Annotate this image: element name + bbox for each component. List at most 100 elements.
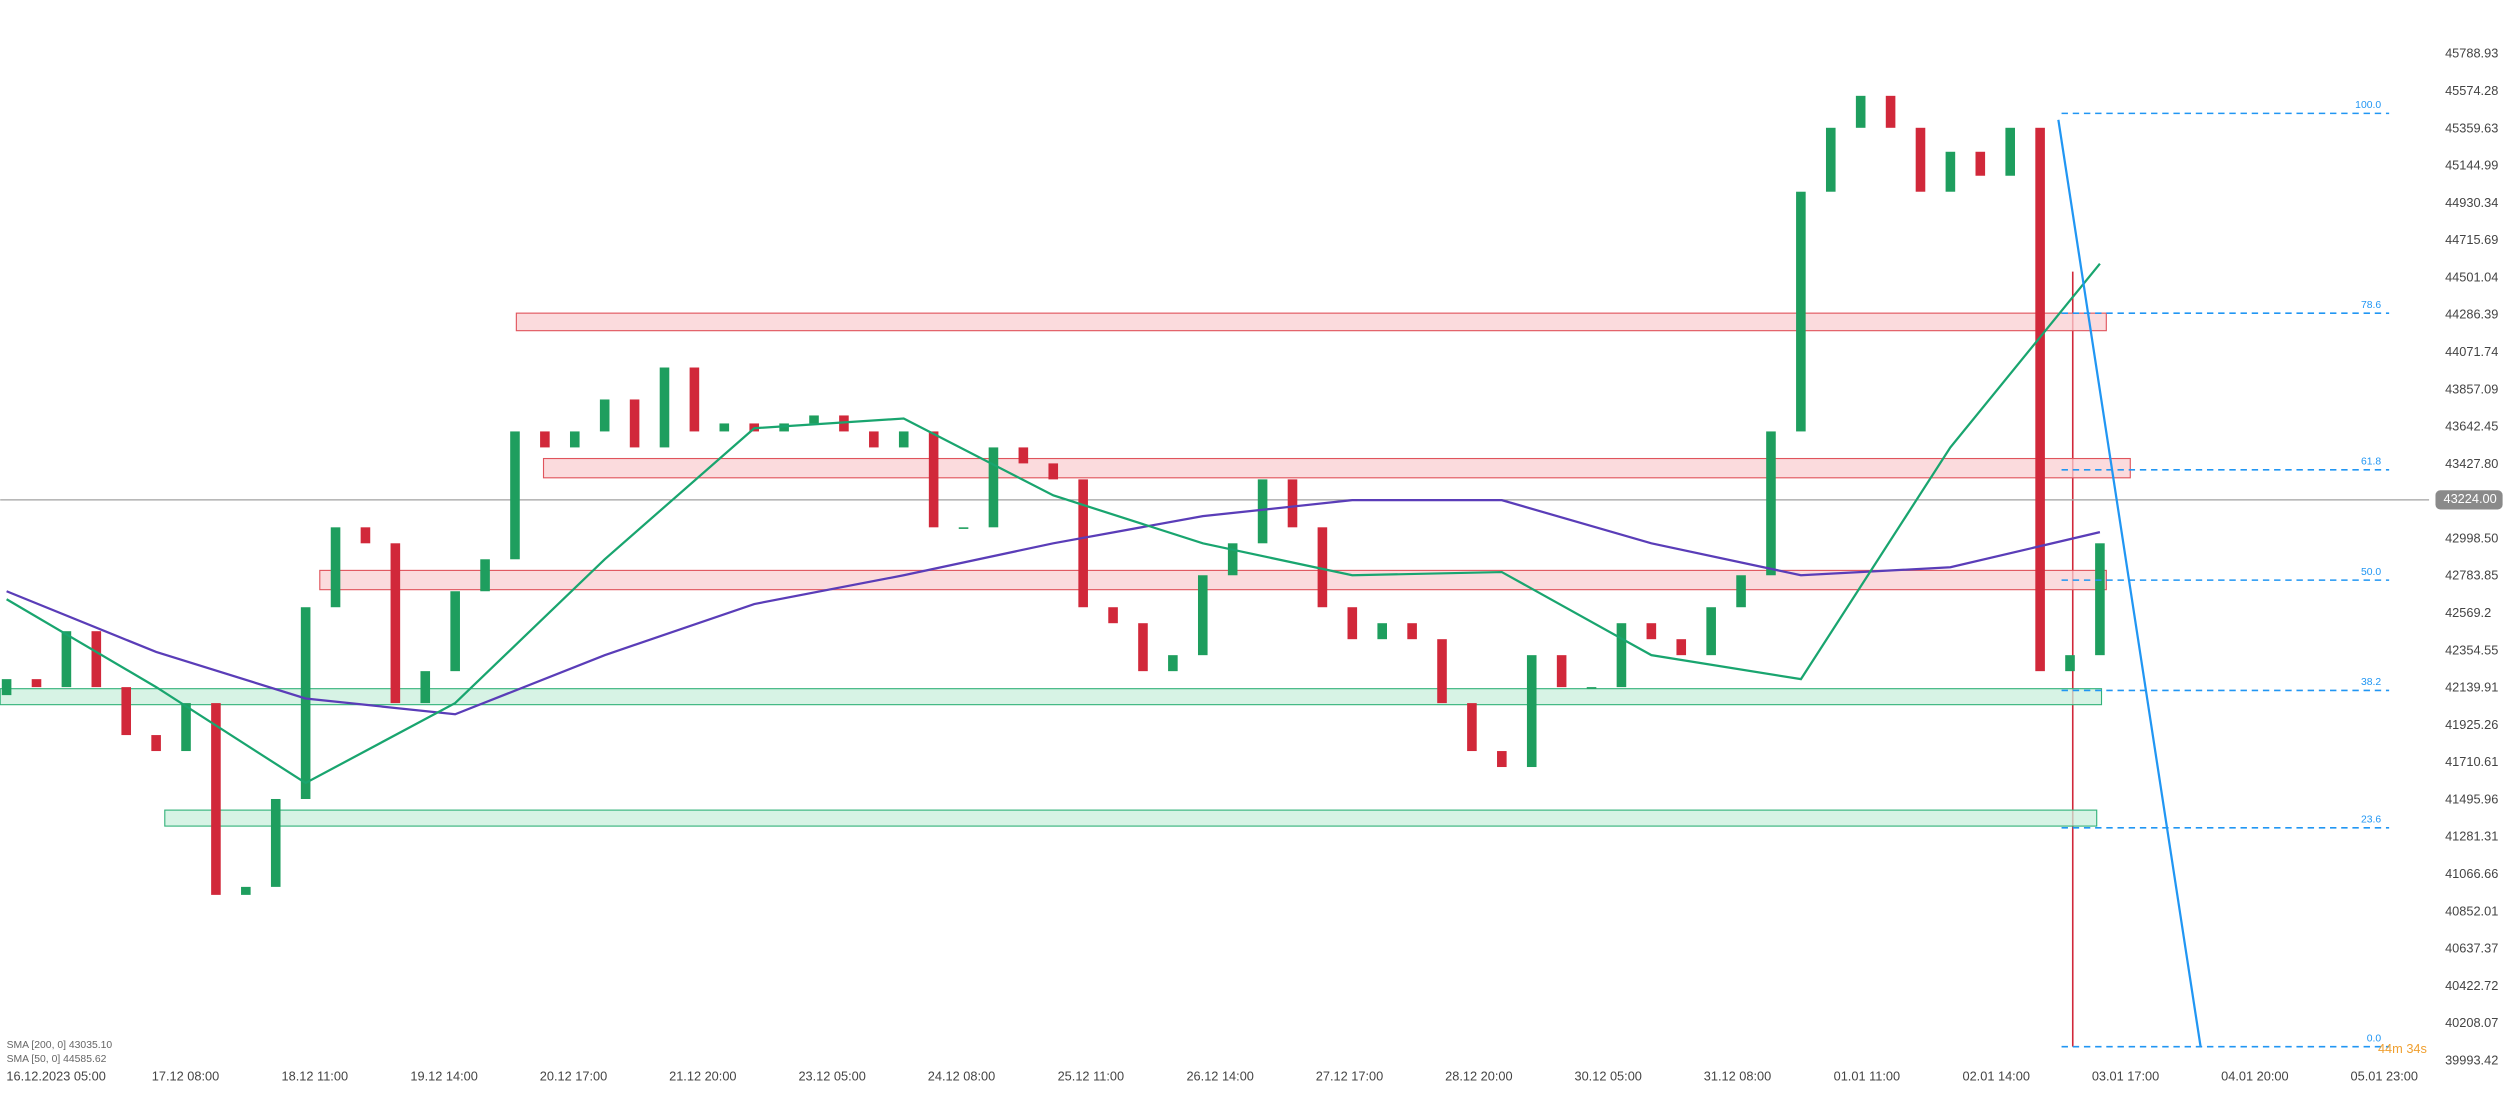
y-tick-label: 40208.07	[2445, 1015, 2498, 1030]
candle-body	[1766, 431, 1776, 576]
candle-body	[689, 367, 700, 432]
candle-body	[1915, 127, 1926, 192]
fib-label: 38.2	[2361, 677, 2381, 688]
x-tick-label: 17.12 08:00	[152, 1068, 219, 1083]
candle-body	[1227, 543, 1238, 576]
candle-body	[360, 527, 371, 544]
countdown: 44m 34s	[2378, 1041, 2427, 1056]
y-tick-label: 43427.80	[2445, 456, 2498, 471]
candle-body	[1347, 607, 1358, 640]
candle-body	[1556, 655, 1567, 688]
candle-body	[1706, 607, 1716, 656]
x-tick-label: 24.12 08:00	[928, 1068, 995, 1083]
candle-body	[211, 703, 221, 895]
candle-body	[1317, 527, 1328, 608]
y-tick-label: 45574.28	[2445, 83, 2498, 98]
x-tick-label: 04.01 20:00	[2221, 1068, 2288, 1083]
x-tick-label: 30.12 05:00	[1574, 1068, 1641, 1083]
candle-body	[1108, 607, 1118, 624]
legend-entry: SMA [50, 0] 44585.62	[7, 1054, 107, 1065]
candle-body	[1168, 655, 1178, 672]
y-tick-label: 44071.74	[2445, 344, 2498, 359]
candle-body	[1885, 95, 1896, 128]
candle-body	[330, 527, 341, 608]
candle-body	[151, 735, 161, 752]
candle-body	[540, 431, 550, 448]
candle-body	[121, 687, 132, 736]
y-tick-label: 41925.26	[2445, 717, 2498, 732]
x-tick-label: 25.12 11:00	[1058, 1068, 1125, 1083]
candle-body	[898, 431, 909, 448]
candle-body	[1945, 151, 1956, 192]
candle-body	[599, 399, 610, 432]
candle-body	[2005, 127, 2015, 176]
y-tick-label: 41281.31	[2445, 829, 2498, 844]
candle-body	[2095, 543, 2105, 656]
candle-body	[1437, 639, 1447, 704]
candle-body	[270, 798, 281, 887]
y-tick-label: 42783.85	[2445, 568, 2498, 583]
y-tick-label: 44501.04	[2445, 269, 2498, 284]
candle-body	[1586, 687, 1597, 689]
candle-body	[300, 607, 311, 799]
candle-body	[928, 431, 939, 528]
y-tick-label: 45788.93	[2445, 46, 2498, 61]
candle-body	[1855, 95, 1866, 128]
y-tick-label: 40422.72	[2445, 978, 2498, 993]
fib-label: 100.0	[2355, 100, 2381, 111]
last-price-box	[2435, 490, 2503, 510]
candle-body	[450, 591, 460, 672]
x-tick-label: 27.12 17:00	[1316, 1068, 1383, 1083]
candle-body	[91, 631, 102, 688]
candle-body	[2035, 127, 2045, 672]
x-tick-label: 20.12 17:00	[540, 1068, 607, 1083]
x-tick-label: 26.12 14:00	[1186, 1068, 1253, 1083]
candle-body	[1078, 479, 1088, 608]
candle-body	[1407, 623, 1417, 640]
candle-body	[1646, 623, 1657, 640]
candle-body	[1736, 575, 1746, 608]
y-tick-label: 45144.99	[2445, 158, 2498, 173]
x-tick-label: 23.12 05:00	[798, 1068, 865, 1083]
candle-body	[31, 679, 42, 688]
candle-body	[1, 679, 12, 696]
x-tick-label: 01.01 11:00	[1834, 1068, 1901, 1083]
candle-body	[569, 431, 580, 448]
legend-entry: SMA [200, 0] 43035.10	[7, 1040, 113, 1051]
y-tick-label: 41710.61	[2445, 754, 2498, 769]
fib-label: 61.8	[2361, 457, 2381, 468]
candle-body	[2065, 655, 2075, 672]
candle-body	[1377, 623, 1387, 640]
candle-body	[1467, 703, 1477, 752]
candle-body	[1616, 623, 1627, 688]
zone	[542, 457, 2131, 479]
y-tick-label: 42569.2	[2445, 605, 2491, 620]
candle-body	[1676, 639, 1687, 656]
fib-trendline	[2057, 119, 2202, 1047]
candle-body	[988, 447, 999, 528]
y-tick-label: 41066.66	[2445, 866, 2498, 881]
x-tick-label: 16.12.2023 05:00	[6, 1068, 105, 1083]
candle-body	[1138, 623, 1148, 672]
candle-body	[629, 399, 640, 448]
candle-body	[241, 886, 251, 895]
y-tick-label: 43857.09	[2445, 381, 2498, 396]
fib-label: 50.0	[2361, 567, 2381, 578]
candle-body	[390, 543, 401, 704]
candle-body	[1975, 151, 1986, 176]
x-tick-label: 02.01 14:00	[1962, 1068, 2029, 1083]
candle-body	[480, 559, 490, 592]
y-tick-label: 40852.01	[2445, 903, 2498, 918]
x-tick-label: 05.01 23:00	[2351, 1068, 2418, 1083]
y-tick-label: 40637.37	[2445, 941, 2498, 956]
candle-body	[809, 415, 819, 424]
x-tick-label: 19.12 14:00	[410, 1068, 477, 1083]
candle-body	[869, 431, 879, 448]
x-tick-label: 31.12 08:00	[1704, 1068, 1771, 1083]
zone	[515, 312, 2107, 332]
candle-body	[1825, 127, 1836, 192]
candle-body	[779, 423, 789, 432]
fib-label: 78.6	[2361, 300, 2381, 311]
